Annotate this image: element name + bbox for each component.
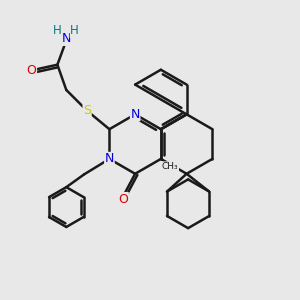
Text: O: O xyxy=(118,193,128,206)
Text: N: N xyxy=(61,32,71,45)
Text: N: N xyxy=(130,108,140,121)
Text: N: N xyxy=(105,152,114,165)
Text: H: H xyxy=(53,24,62,37)
Text: O: O xyxy=(27,64,37,76)
Text: H: H xyxy=(70,24,79,37)
Text: CH₃: CH₃ xyxy=(162,162,178,171)
Text: S: S xyxy=(83,104,91,117)
